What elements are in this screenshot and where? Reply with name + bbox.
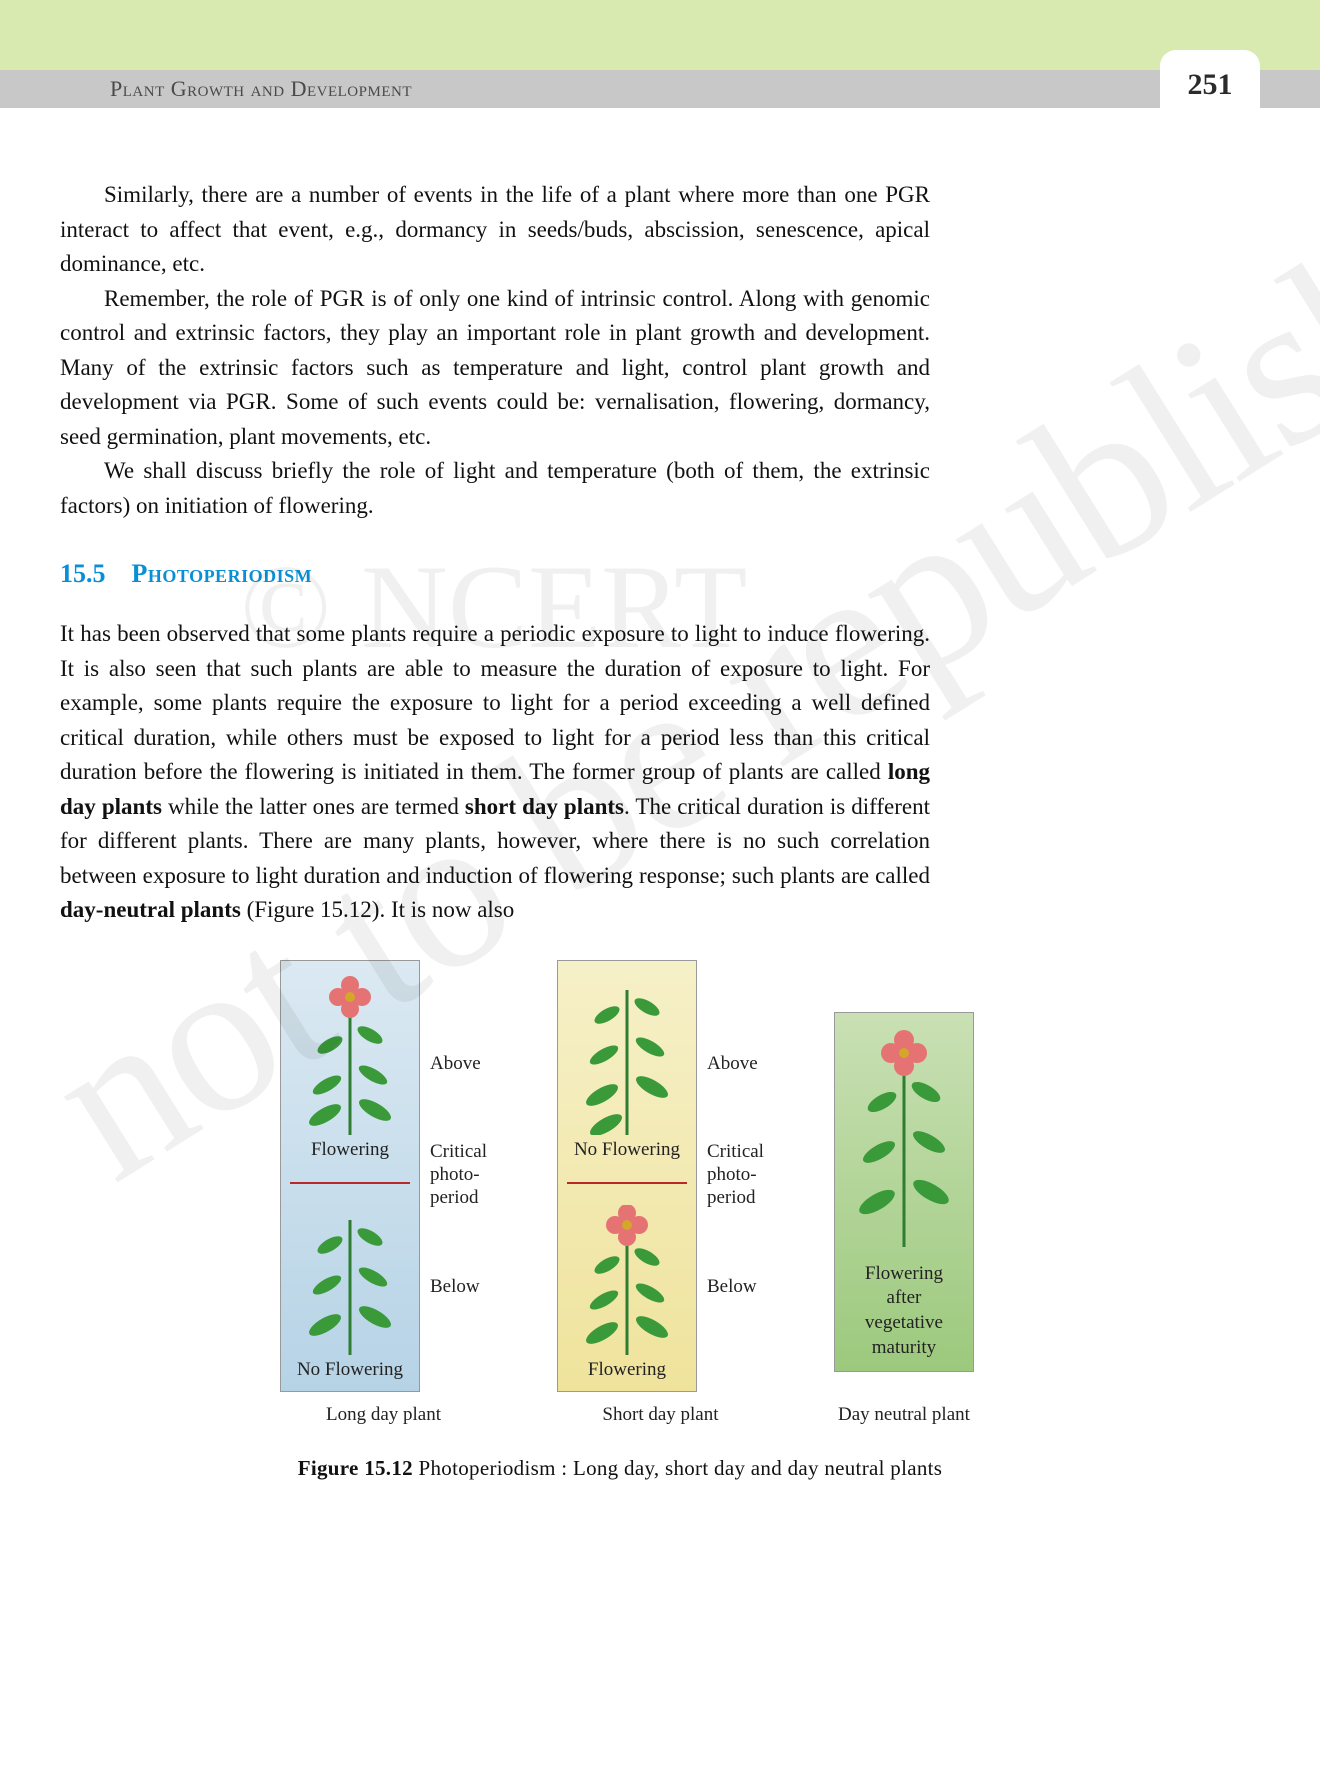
figure-caption-rest: Photoperiodism : Long day, short day and… (413, 1456, 942, 1480)
p4a: It has been observed that some plants re… (60, 621, 930, 784)
chapter-title: Plant Growth and Development (110, 76, 412, 102)
para-1: Similarly, there are a number of events … (60, 178, 930, 282)
para-3-text: We shall discuss briefly the role of lig… (60, 458, 930, 518)
p4c: while the latter ones are termed (162, 794, 465, 819)
label-below: Below (430, 1276, 487, 1298)
figure-caption-bold: Figure 15.12 (298, 1456, 413, 1480)
p4d: short day plants (465, 794, 624, 819)
label-critical: Criticalphoto-period (707, 1141, 764, 1209)
long-day-bottom: No Flowering (295, 1205, 405, 1381)
p4g: (Figure 15.12). It is now also (241, 897, 514, 922)
page-content: not to be republished © NCERT Similarly,… (0, 108, 1320, 1521)
para-1-text: Similarly, there are a number of events … (60, 182, 930, 276)
label-above: Above (707, 1053, 764, 1075)
label-below: Below (707, 1276, 764, 1298)
long-day-top: Flowering (295, 975, 405, 1161)
section-heading: 15.5 Photoperiodism (60, 559, 930, 589)
figure-row: Flowering (60, 960, 1180, 1426)
long-day-group: Flowering (280, 960, 487, 1392)
neutral-inner-label: Floweringaftervegetativematurity (865, 1262, 943, 1361)
para-3: We shall discuss briefly the role of lig… (60, 454, 930, 523)
short-day-top: No Flowering (572, 975, 682, 1161)
short-day-group: No Flowering (557, 960, 764, 1392)
label-critical: Criticalphoto-period (430, 1141, 487, 1209)
flowering-plant-icon (295, 975, 405, 1135)
short-day-bottom-label: Flowering (588, 1359, 666, 1381)
figure-caption: Figure 15.12 Photoperiodism : Long day, … (60, 1456, 1180, 1481)
para-4: It has been observed that some plants re… (60, 617, 930, 928)
long-day-caption: Long day plant (326, 1404, 441, 1426)
text-column: Similarly, there are a number of events … (60, 178, 930, 928)
short-day-panel-wrap: No Flowering (557, 960, 764, 1426)
figure-15-12: Flowering (60, 960, 1180, 1481)
neutral-panel-wrap: Floweringaftervegetativematurity Day neu… (834, 1012, 974, 1426)
flowering-plant-icon (572, 1205, 682, 1355)
long-day-panel-wrap: Flowering (280, 960, 487, 1426)
long-day-top-label: Flowering (311, 1139, 389, 1161)
critical-line-icon (567, 1182, 687, 1184)
p4f: day-neutral plants (60, 897, 241, 922)
flowering-plant-icon (844, 1027, 964, 1247)
para-2: Remember, the role of PGR is of only one… (60, 282, 930, 455)
top-band (0, 0, 1320, 70)
header-bar: Plant Growth and Development 251 (0, 70, 1320, 108)
short-day-bottom: Flowering (572, 1205, 682, 1381)
label-above: Above (430, 1053, 487, 1075)
section-number: 15.5 (60, 559, 106, 588)
para-2-text: Remember, the role of PGR is of only one… (60, 286, 930, 449)
short-day-side-labels: Above Criticalphoto-period Below (697, 960, 764, 1392)
long-day-side-labels: Above Criticalphoto-period Below (420, 960, 487, 1392)
critical-line-icon (290, 1182, 410, 1184)
neutral-panel: Floweringaftervegetativematurity (834, 1012, 974, 1372)
short-day-top-label: No Flowering (574, 1139, 680, 1161)
section-title: Photoperiodism (132, 559, 313, 588)
vegetative-plant-icon (572, 975, 682, 1135)
long-day-panel: Flowering (280, 960, 420, 1392)
vegetative-plant-icon (295, 1205, 405, 1355)
long-day-bottom-label: No Flowering (297, 1359, 403, 1381)
neutral-caption: Day neutral plant (838, 1404, 970, 1426)
short-day-caption: Short day plant (602, 1404, 718, 1426)
short-day-panel: No Flowering (557, 960, 697, 1392)
